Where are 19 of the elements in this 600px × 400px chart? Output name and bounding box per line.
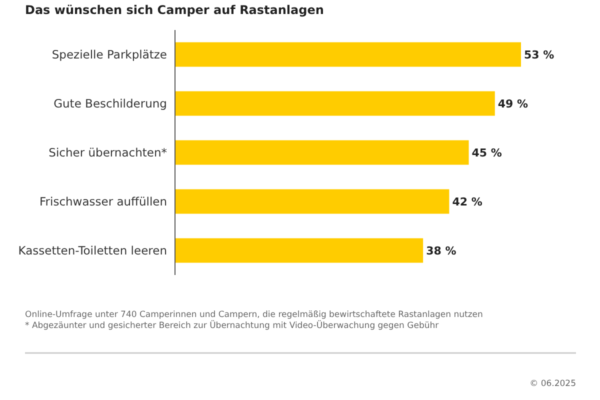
text: © 06.2025 — [530, 379, 576, 389]
bar — [175, 91, 495, 116]
bar — [175, 140, 469, 165]
data-label: 49 % — [498, 97, 528, 110]
data-label: 53 % — [524, 48, 554, 62]
bar — [175, 42, 521, 67]
bar — [175, 238, 424, 263]
y-tick-label: Sicher übernachten* — [48, 146, 168, 160]
data-label: 38 % — [426, 244, 456, 258]
data-label: 42 % — [452, 195, 482, 208]
chart-title: Das wünschen sich Camper auf Rastanlagen — [25, 3, 324, 17]
y-tick-label: Spezielle Parkplätze — [52, 48, 167, 62]
y-tick-label: Frischwasser auffüllen — [40, 194, 167, 209]
y-tick-label: Kassetten-Toiletten leeren — [18, 244, 167, 258]
text: * Abgezäunter und gesicherter Bereich zur Übernachtung mit Video-Überwachung gegen Gebühr — [25, 320, 440, 331]
data-label: 45 % — [472, 146, 502, 160]
bar — [175, 189, 450, 214]
text: Online-Umfrage unter 740 Camperinnen und Campern, die regelmäßig bewirtschaftete Rastanlagen nutzen — [25, 310, 483, 320]
y-tick-label: Gute Beschilderung — [54, 96, 167, 111]
